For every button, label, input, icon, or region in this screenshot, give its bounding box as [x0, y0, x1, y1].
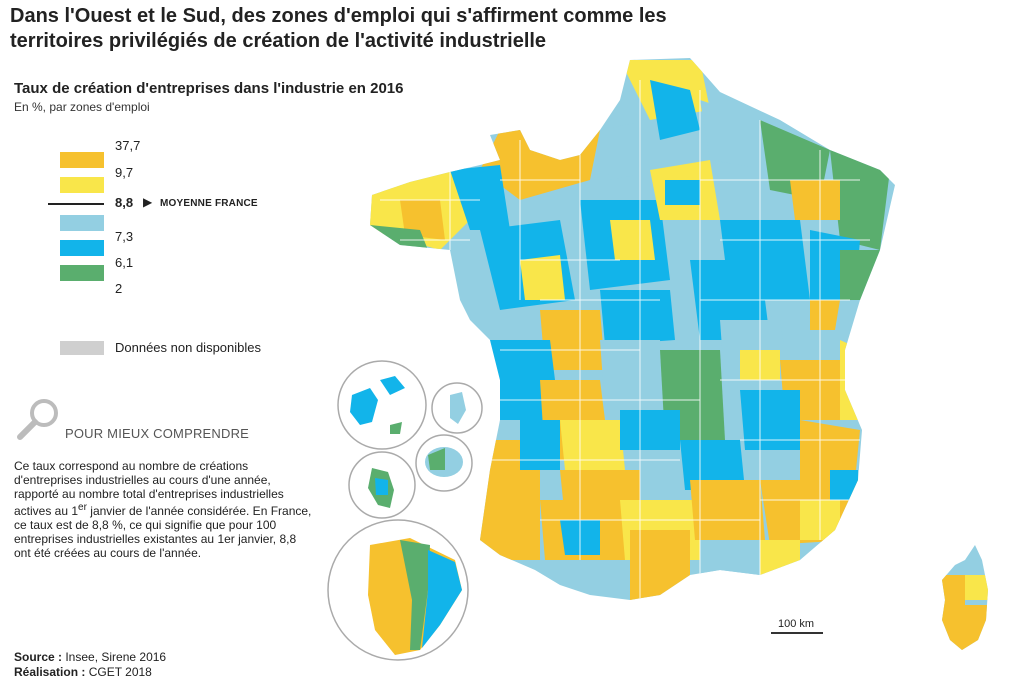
mayotte-inset: [431, 382, 483, 434]
legend-subtitle: En %, par zones d'emploi: [14, 100, 150, 114]
legend-title: Taux de création d'entreprises dans l'in…: [14, 80, 404, 97]
legend-na-label: Données non disponibles: [115, 340, 261, 355]
source-block: Source : Insee, Sirene 2016 Réalisation …: [14, 650, 166, 680]
average-arrow-icon: ▶: [143, 195, 153, 209]
legend-swatch-mid-low: [60, 215, 104, 231]
scale-label: 100 km: [778, 618, 815, 630]
realisation-value: CGET 2018: [85, 665, 152, 679]
map-title: Dans l'Ouest et le Sud, des zones d'empl…: [10, 5, 667, 52]
average-label: MOYENNE FRANCE: [160, 198, 258, 209]
average-value: 8,8: [115, 195, 134, 210]
legend-swatch-na: [60, 341, 104, 355]
reunion-inset: [415, 434, 473, 492]
guyane-inset: [327, 519, 469, 661]
help-text: Ce taux correspond au nombre de création…: [14, 459, 312, 560]
legend-swatch-high: [60, 152, 104, 168]
magnifier-icon: [17, 399, 58, 440]
legend-break-5: 2: [115, 281, 123, 296]
legend-break-1: 37,7: [115, 138, 141, 153]
guadeloupe-inset: [337, 360, 427, 450]
realisation-label: Réalisation :: [14, 665, 86, 679]
legend-swatch-mid-high: [60, 177, 104, 193]
france-mainland: [370, 58, 895, 600]
martinique-inset: [348, 451, 416, 519]
scale-bar: [771, 632, 823, 634]
help-heading: POUR MIEUX COMPRENDRE: [65, 426, 250, 441]
legend-swatch-low: [60, 240, 104, 256]
source-value: Insee, Sirene 2016: [62, 650, 167, 664]
legend-break-4: 6,1: [115, 255, 134, 270]
legend-break-3: 7,3: [115, 229, 134, 244]
legend-break-2: 9,7: [115, 165, 134, 180]
corsica: [942, 545, 988, 650]
average-line: [48, 203, 104, 205]
legend-swatch-lowest: [60, 265, 104, 281]
source-label: Source :: [14, 650, 63, 664]
